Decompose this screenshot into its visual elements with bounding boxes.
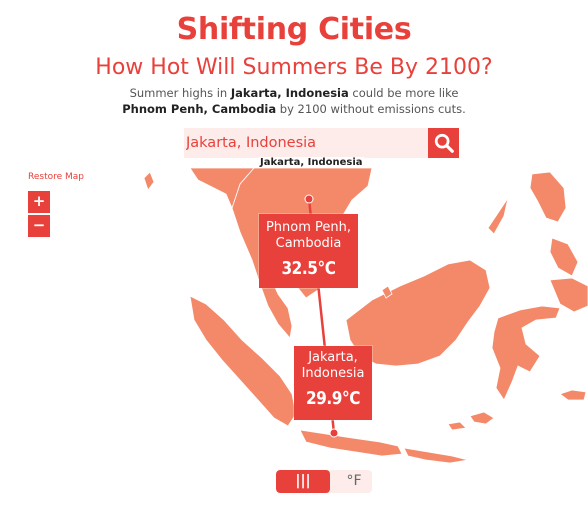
unit-toggle: ||| °F [276,470,372,493]
search-button[interactable] [428,128,459,158]
map[interactable] [0,168,588,465]
marker-city-line1: Jakarta, [308,350,358,365]
land-island-4 [447,421,467,431]
celsius-toggle-button[interactable]: ||| [276,470,330,493]
marker-city-line2: Indonesia [301,366,365,381]
land-sumatra [189,295,297,427]
page-subtitle: How Hot Will Summers Be By 2100? [95,55,493,80]
marker-card-phnom-penh[interactable]: Phnom Penh, Cambodia 32.5°C [259,214,358,288]
land-sulawesi [491,305,561,401]
land-borneo [345,259,491,367]
land-philippines-luzon [529,171,567,223]
land-island-2 [559,389,587,401]
marker-temperature: 32.5°C [281,258,336,279]
land-myanmar-coast [189,168,255,210]
land-philippines-mindanao [549,277,588,313]
page-title: Shifting Cities [176,12,412,47]
marker-dot-jakarta [329,428,339,438]
restore-map-link[interactable]: Restore Map [28,172,85,182]
land-island-5 [381,285,393,299]
fahrenheit-toggle-button[interactable]: °F [346,473,362,489]
zoom-in-button[interactable]: + [28,191,50,213]
zoom-out-button[interactable]: − [28,215,50,237]
desc-city-b: Phnom Penh, Cambodia [122,102,277,116]
desc-text-2: could be more like [348,86,459,100]
marker-temperature: 29.9°C [305,388,361,409]
land-island-1 [143,171,155,191]
land-island-3 [469,411,495,425]
marker-dot-phnom-penh [304,194,314,204]
marker-card-jakarta[interactable]: Jakarta, Indonesia 29.9°C [294,346,372,420]
land-palawan [487,197,509,235]
land-java [299,429,403,457]
desc-city-a: Jakarta, Indonesia [230,86,349,100]
marker-city-line2: Cambodia [275,236,342,251]
description: Summer highs in Jakarta, Indonesia could… [0,85,588,117]
desc-text-1: Summer highs in [129,86,231,100]
land-philippines-visayas [549,237,579,277]
desc-text-3: by 2100 without emissions cuts. [276,102,466,116]
search-suggestion[interactable]: Jakarta, Indonesia [259,157,364,168]
search-icon [434,133,454,153]
search-input[interactable] [184,128,428,158]
land-lesser-sunda [403,447,469,464]
marker-city-line1: Phnom Penh, [265,220,352,235]
